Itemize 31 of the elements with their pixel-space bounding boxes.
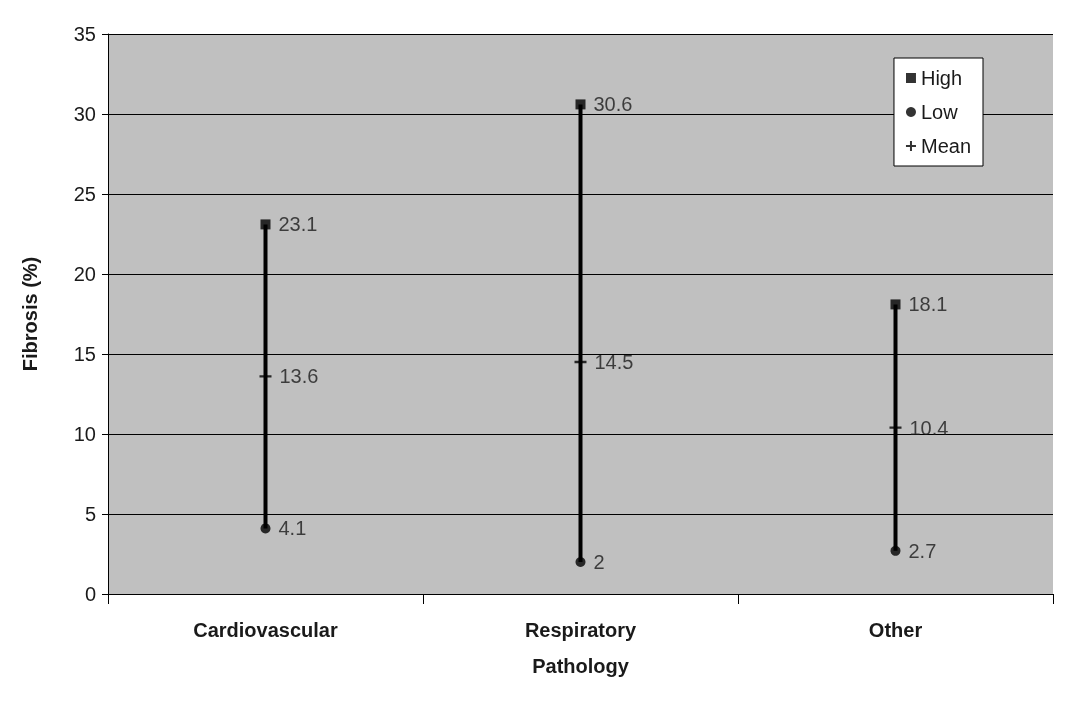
legend-label: Low bbox=[920, 101, 959, 123]
data-label: 18.1 bbox=[908, 293, 948, 316]
legend-label: High bbox=[920, 67, 963, 89]
y-tick-label: 10 bbox=[73, 423, 96, 445]
data-label: 23.1 bbox=[278, 213, 318, 236]
x-tick-label: Other bbox=[868, 619, 923, 641]
data-label: 10.4 bbox=[909, 416, 949, 439]
data-label: 14.5 bbox=[594, 351, 634, 373]
data-label: 13.6 bbox=[279, 365, 319, 388]
x-tick-label: Respiratory bbox=[524, 619, 637, 641]
y-tick-label: 0 bbox=[84, 583, 96, 605]
x-tick-label: Cardiovascular bbox=[193, 619, 338, 641]
point bbox=[890, 545, 901, 556]
point bbox=[260, 523, 271, 534]
point bbox=[575, 557, 586, 567]
data-label: 2.7 bbox=[908, 539, 937, 562]
y-tick-label: 35 bbox=[73, 23, 96, 45]
y-axis-title: Fibrosis (%) bbox=[19, 256, 41, 372]
point bbox=[575, 99, 586, 110]
y-tick-label: 5 bbox=[84, 503, 96, 525]
x-axis-title: Pathology bbox=[532, 655, 630, 677]
y-tick-label: 20 bbox=[73, 263, 96, 285]
data-label: 2 bbox=[593, 551, 605, 573]
point bbox=[890, 299, 901, 310]
data-label: 4.1 bbox=[278, 517, 307, 540]
legend-label: Mean bbox=[920, 135, 971, 157]
y-tick-label: 25 bbox=[73, 183, 96, 205]
y-tick-label: 30 bbox=[73, 103, 96, 125]
point bbox=[260, 219, 271, 230]
y-tick-label: 15 bbox=[73, 343, 96, 365]
data-label: 30.6 bbox=[593, 93, 633, 116]
